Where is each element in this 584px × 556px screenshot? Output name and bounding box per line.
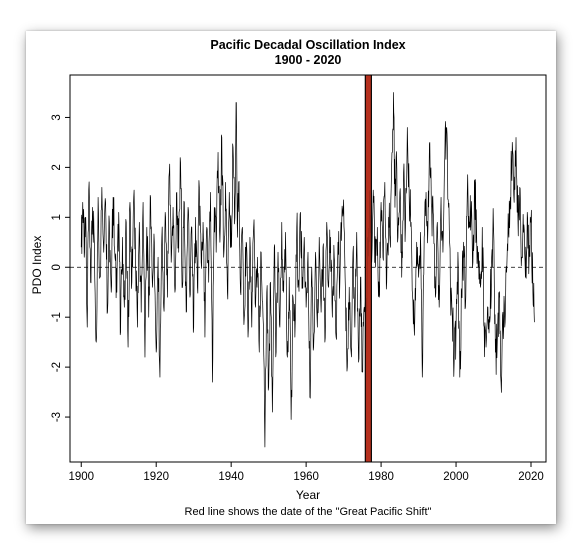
pdo-series-line — [80, 92, 535, 448]
chart-title: Pacific Decadal Oscillation Index — [210, 38, 405, 52]
plot-area: 1900 1920 1940 1960 1980 2000 2020 -3 -2 -1 0 1 2 3 — [51, 74, 547, 483]
y-tick-label: -2 — [51, 362, 63, 372]
x-tick-label: 1900 — [68, 471, 94, 483]
x-tick-label: 1920 — [143, 471, 169, 483]
y-tick-label: 3 — [51, 114, 63, 120]
x-tick-label: 1960 — [293, 471, 319, 483]
chart-card — [26, 31, 556, 524]
x-tick-label: 1940 — [218, 471, 244, 483]
y-tick-label: -1 — [51, 312, 63, 322]
y-tick-label: 1 — [51, 214, 63, 220]
chart-caption: Red line shows the date of the "Great Pa… — [185, 506, 432, 518]
plot-frame — [69, 74, 547, 463]
x-tick-label: 2020 — [518, 471, 544, 483]
y-tick-label: 2 — [51, 164, 63, 170]
x-tick-label: 1980 — [368, 471, 394, 483]
x-tick-label: 2000 — [443, 471, 469, 483]
y-tick-label: -3 — [51, 412, 63, 422]
great-pacific-shift-marker-overlay — [364, 74, 372, 463]
y-axis-label: PDO Index — [30, 236, 44, 295]
chart-subtitle: 1900 - 2020 — [275, 53, 342, 67]
y-tick-label: 0 — [51, 264, 63, 270]
x-axis-label: Year — [296, 488, 320, 502]
